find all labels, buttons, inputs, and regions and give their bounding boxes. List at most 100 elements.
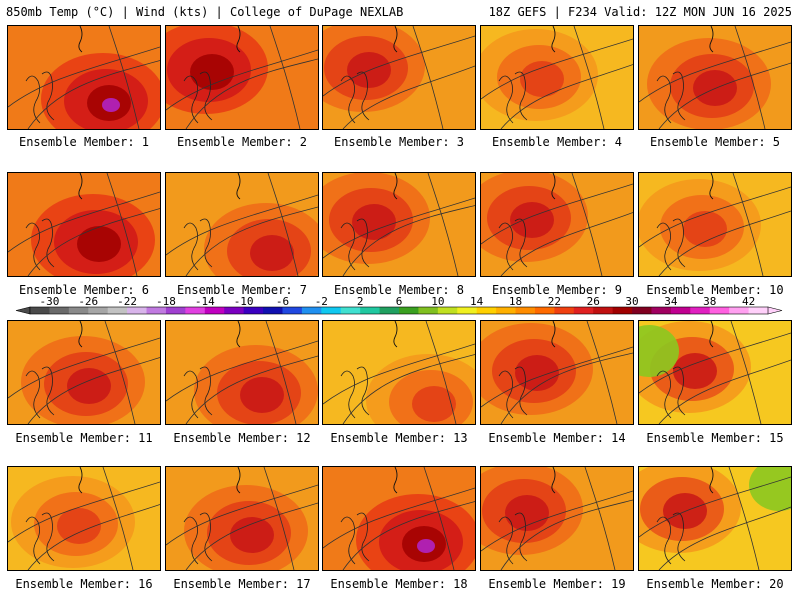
- height-contour: [27, 357, 160, 424]
- colorbar-bin: [107, 307, 128, 314]
- temperature-shading: [683, 211, 727, 247]
- coastline: [236, 467, 241, 494]
- temperature-shading: [230, 517, 274, 553]
- colorbar-tick-label: -30: [39, 295, 59, 308]
- temperature-shading: [352, 204, 396, 240]
- colorbar-bin: [573, 307, 594, 314]
- temperature-shading: [250, 235, 294, 271]
- temperature-shading: [67, 368, 111, 404]
- ensemble-member-label: Ensemble Member: 2: [176, 135, 308, 149]
- terrain-contour: [183, 218, 213, 271]
- height-contour: [571, 173, 603, 276]
- ensemble-member-map: [480, 320, 634, 425]
- terrain-contour: [25, 512, 55, 565]
- colorbar-bin: [709, 307, 730, 314]
- colorbar-bin: [418, 307, 439, 314]
- colorbar-tick-label: -22: [117, 295, 137, 308]
- height-contour: [342, 501, 475, 570]
- colorbar-bin: [457, 307, 478, 314]
- ensemble-member-label: Ensemble Member: 19: [488, 577, 626, 591]
- height-contour: [342, 354, 475, 424]
- ensemble-member-label: Ensemble Member: 5: [649, 135, 781, 149]
- coastline: [78, 467, 83, 494]
- colorbar-tick-label: 2: [357, 295, 364, 308]
- temperature-field: [481, 26, 633, 129]
- height-contour: [104, 321, 136, 424]
- colorbar-bin: [554, 307, 575, 314]
- temperature-shading: [520, 61, 564, 97]
- colorbar-bin: [88, 307, 109, 314]
- coastline: [709, 173, 714, 200]
- terrain-contour: [340, 218, 370, 271]
- coastline: [236, 26, 241, 53]
- height-contour: [732, 173, 764, 276]
- temperature-shading: [77, 226, 121, 262]
- ensemble-member-map: [322, 25, 476, 130]
- colorbar-high-arrow: [767, 306, 783, 315]
- ensemble-member-map: [480, 25, 634, 130]
- temperature-shading: [515, 355, 559, 391]
- colorbar-tick-label: -6: [276, 295, 289, 308]
- colorbar-bin: [534, 307, 555, 314]
- height-contour: [639, 332, 791, 394]
- height-contour: [8, 481, 160, 543]
- colorbar-bin: [224, 307, 245, 314]
- height-contour: [500, 212, 633, 276]
- height-contour: [166, 194, 318, 256]
- height-contour: [8, 191, 160, 253]
- coastline: [78, 173, 83, 200]
- ensemble-member-label: Ensemble Member: 14: [488, 431, 626, 445]
- height-contour: [658, 359, 791, 424]
- terrain-contour: [25, 366, 55, 419]
- height-contour: [185, 355, 318, 424]
- height-contour: [728, 467, 760, 570]
- height-contour: [423, 467, 455, 570]
- valid-time: 18Z GEFS | F234 Valid: 12Z MON JUN 16 20…: [488, 5, 792, 19]
- colorbar-bin: [476, 307, 497, 314]
- colorbar-tick-label: -2: [315, 295, 328, 308]
- coastline: [78, 321, 83, 348]
- ensemble-member-label: Ensemble Member: 7: [176, 283, 308, 297]
- ensemble-member-map: [7, 25, 161, 130]
- height-contour: [185, 58, 318, 129]
- ensemble-member-label: Ensemble Member: 20: [646, 577, 784, 591]
- height-contour: [166, 340, 318, 402]
- temperature-field: [8, 173, 160, 276]
- colorbar-bin: [515, 307, 536, 314]
- height-contour: [639, 186, 791, 248]
- colorbar-graphic: -30 -26 -22 -18 -14 -10 -6 -2 2 6 10 14 18 22 26 30 34 38…: [15, 295, 783, 315]
- temperature-field: [166, 321, 318, 424]
- temperature-field: [481, 467, 633, 570]
- colorbar-bin: [165, 307, 186, 314]
- colorbar-bin: [729, 307, 749, 314]
- ensemble-member-label: Ensemble Member: 16: [15, 577, 153, 591]
- ensemble-member-map: [322, 172, 476, 277]
- temperature-shading: [505, 495, 549, 531]
- cool-air-shading: [639, 325, 679, 377]
- height-contour: [658, 62, 791, 129]
- ensemble-member-map: [7, 466, 161, 571]
- terrain-contour: [340, 366, 370, 419]
- terrain-contour: [25, 218, 55, 271]
- extreme-heat-shading: [417, 539, 435, 553]
- ensemble-member-label: Ensemble Member: 15: [646, 431, 784, 445]
- temperature-field: [166, 173, 318, 276]
- colorbar-tick-label: 6: [396, 295, 403, 308]
- ensemble-member-map: [165, 320, 319, 425]
- colorbar-bin: [263, 307, 283, 314]
- temperature-field: [323, 321, 475, 424]
- ensemble-member-map: [7, 320, 161, 425]
- ensemble-member-label: Ensemble Member: 10: [646, 283, 784, 297]
- height-contour: [8, 337, 160, 399]
- ensemble-member-label: Ensemble Member: 8: [333, 283, 465, 297]
- terrain-contour: [498, 71, 528, 124]
- colorbar-bin: [68, 307, 89, 314]
- height-contour: [412, 26, 444, 129]
- terrain-contour: [656, 71, 686, 124]
- ensemble-member-map: [638, 466, 792, 571]
- height-contour: [427, 173, 459, 276]
- colorbar-frame: [29, 306, 769, 315]
- coastline: [393, 26, 398, 53]
- temperature-field: [8, 467, 160, 570]
- height-contour: [267, 173, 299, 276]
